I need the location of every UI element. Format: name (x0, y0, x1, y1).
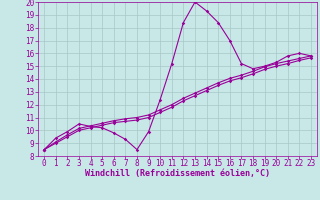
X-axis label: Windchill (Refroidissement éolien,°C): Windchill (Refroidissement éolien,°C) (85, 169, 270, 178)
